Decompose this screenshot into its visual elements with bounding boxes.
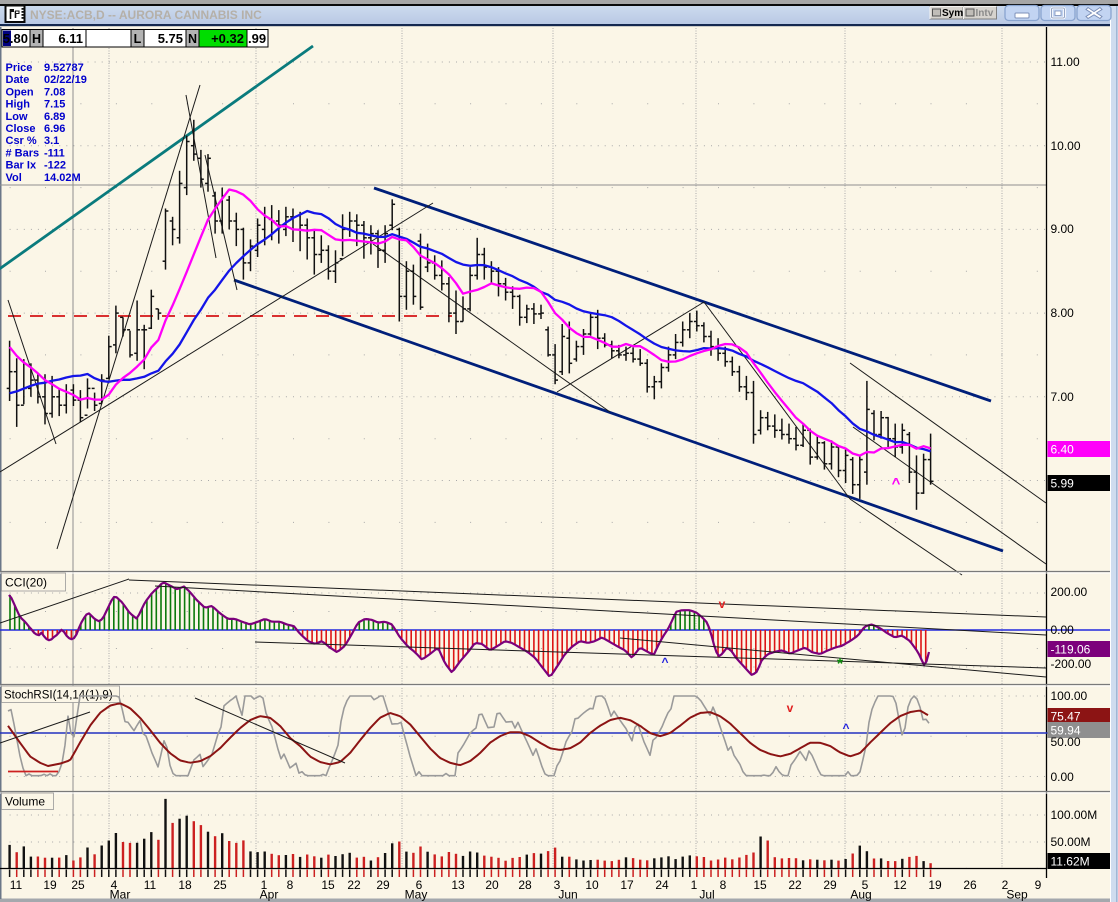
svg-text:Low: Low [6,111,28,123]
svg-text:Open: Open [6,86,34,98]
svg-text:Price: Price [6,62,33,74]
svg-text:NYSE:ACB,D -- AURORA CANNABIS: NYSE:ACB,D -- AURORA CANNABIS INC [30,8,262,22]
svg-text:19: 19 [43,878,57,892]
svg-text:19: 19 [928,878,942,892]
svg-text:+0.32: +0.32 [211,31,244,46]
svg-text:.99: .99 [248,31,266,46]
svg-text:50.00: 50.00 [1051,735,1081,749]
svg-text:25: 25 [213,878,227,892]
svg-text:^: ^ [892,475,901,492]
svg-text:6.96: 6.96 [44,123,65,135]
svg-text:20: 20 [485,878,499,892]
svg-text:3.1: 3.1 [44,135,59,147]
svg-text:^: ^ [661,655,668,669]
svg-text:17: 17 [620,878,634,892]
svg-text:29: 29 [376,878,390,892]
svg-text:50.00M: 50.00M [1051,835,1091,849]
svg-text:0.00: 0.00 [1051,770,1075,784]
svg-text:Apr: Apr [260,888,279,902]
svg-text:15: 15 [753,878,767,892]
svg-text:Volume: Volume [5,795,45,809]
svg-text:9: 9 [1035,878,1042,892]
svg-text:L: L [134,32,142,46]
svg-text:Jul: Jul [699,888,714,902]
svg-text:N: N [188,32,197,46]
svg-text:8.00: 8.00 [1051,306,1075,320]
svg-text:11: 11 [10,878,23,892]
svg-text:6: 6 [416,878,423,892]
svg-text:11.62M: 11.62M [1051,854,1090,868]
svg-text:28: 28 [518,878,532,892]
svg-text:14.02M: 14.02M [44,172,81,184]
svg-text:7.00: 7.00 [1051,390,1075,404]
svg-text:Sep: Sep [1006,888,1028,902]
svg-text:0.00: 0.00 [1051,623,1075,637]
svg-text:15: 15 [321,878,335,892]
svg-text:10: 10 [585,878,599,892]
svg-text:Vol: Vol [6,172,22,184]
svg-text:22: 22 [347,878,361,892]
svg-text:29: 29 [823,878,837,892]
svg-text:Jun: Jun [558,888,577,902]
svg-text:-200.00: -200.00 [1051,657,1092,671]
svg-text:Mar: Mar [110,888,131,902]
svg-text:StochRSI(14,14(1),9): StochRSI(14,14(1),9) [4,690,113,702]
svg-text:12: 12 [893,878,907,892]
svg-text:100.00M: 100.00M [1051,808,1098,822]
svg-text:1: 1 [691,878,698,892]
svg-text:Bar Ix: Bar Ix [6,160,37,172]
svg-text:5.80: 5.80 [3,31,28,46]
svg-text:v: v [787,701,794,715]
svg-text:5.99: 5.99 [1051,476,1075,490]
svg-text:26: 26 [963,878,977,892]
svg-text:9.52787: 9.52787 [44,62,84,74]
svg-text:9.00: 9.00 [1051,222,1075,236]
svg-text:8: 8 [287,878,294,892]
svg-text:5: 5 [862,878,869,892]
svg-text:H: H [32,32,41,46]
svg-text:2: 2 [1002,878,1009,892]
svg-text:Sym: Sym [942,8,963,19]
svg-text:8: 8 [720,878,727,892]
svg-text:-111: -111 [44,147,65,159]
svg-text:59.94: 59.94 [1051,723,1081,737]
svg-text:Date: Date [6,74,30,86]
svg-text:25: 25 [71,878,85,892]
svg-text:High: High [6,99,31,111]
svg-text:*: * [837,656,844,673]
svg-text:Csr %: Csr % [6,135,37,147]
svg-text:CCI(20): CCI(20) [5,576,47,590]
svg-text:22: 22 [788,878,802,892]
svg-text:75.47: 75.47 [1051,709,1081,723]
svg-text:# Bars: # Bars [6,147,40,159]
svg-text:Intv: Intv [976,8,994,19]
svg-text:6.40: 6.40 [1051,442,1075,456]
svg-text:11.00: 11.00 [1051,55,1080,69]
svg-text:Close: Close [6,123,36,135]
svg-text:May: May [405,888,428,902]
svg-text:4: 4 [111,878,118,892]
svg-text:10.00: 10.00 [1051,139,1081,153]
svg-text:5.75: 5.75 [158,31,183,46]
svg-text:6.89: 6.89 [44,111,65,123]
svg-text:7.08: 7.08 [44,86,65,98]
svg-text:18: 18 [178,878,192,892]
svg-text:24: 24 [655,878,669,892]
svg-text:11: 11 [144,878,157,892]
svg-text:13: 13 [451,878,465,892]
svg-text:v: v [719,597,726,611]
svg-text:7.15: 7.15 [44,99,65,111]
svg-text:1: 1 [261,878,268,892]
svg-text:3: 3 [554,878,561,892]
svg-text:100.00: 100.00 [1051,689,1088,703]
svg-text:-122: -122 [44,160,66,172]
svg-text:-119.06: -119.06 [1051,642,1091,656]
svg-text:6.11: 6.11 [58,31,83,46]
svg-text:200.00: 200.00 [1051,585,1088,599]
svg-text:^: ^ [842,721,849,735]
svg-text:02/22/19: 02/22/19 [44,74,87,86]
svg-text:Aug: Aug [850,888,871,902]
